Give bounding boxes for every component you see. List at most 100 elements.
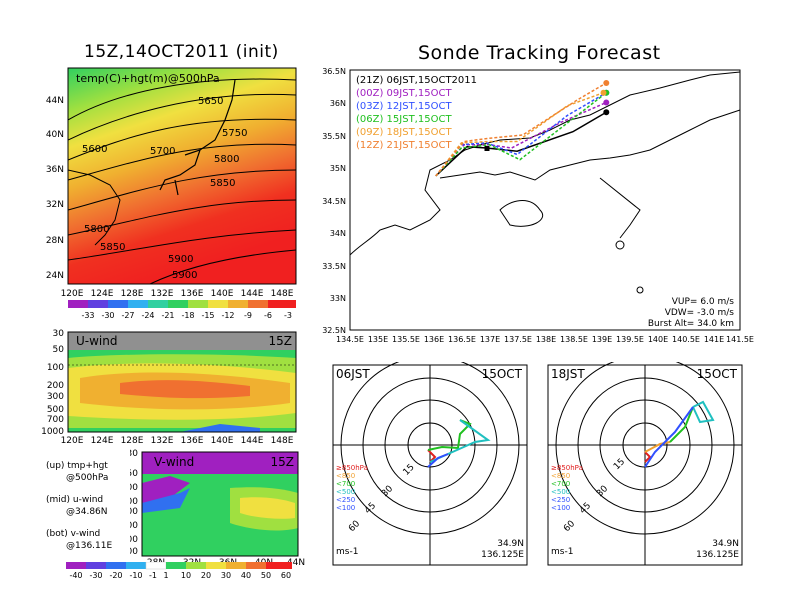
note-level: @34.86N — [66, 507, 108, 517]
hodo-upper — [692, 400, 715, 424]
colorbar-tick: -1 — [149, 571, 157, 580]
hodo-legend: <500 — [551, 488, 570, 496]
colorbar-tick: -12 — [221, 311, 234, 320]
p-tick: 300 — [130, 507, 138, 517]
hodo-lat: 34.9N — [497, 539, 524, 549]
lon-tick: 137.5E — [504, 335, 532, 344]
colorbar-tick: -24 — [141, 311, 154, 320]
lon-tick: 135.5E — [392, 335, 420, 344]
track-legend-item: (00Z) 09JST,15OCT — [356, 88, 452, 99]
colorbar-tick: 60 — [281, 571, 291, 580]
lat-tick: 33N — [330, 294, 346, 303]
note-pos: (bot) — [46, 529, 68, 539]
hodo-mid-low — [644, 441, 671, 453]
lon-tick: 144E — [241, 436, 264, 446]
hodo-date: 15OCT — [482, 367, 523, 381]
lat-tick: 28N — [46, 236, 64, 246]
lon-tick: 136E — [181, 436, 204, 446]
lon-tick: 128E — [121, 436, 144, 446]
burst-text: Burst Alt= 34.0 km — [648, 319, 734, 329]
note-pos: (mid) — [46, 495, 71, 505]
track-legend-item: (09Z) 18JST,15OCT — [356, 127, 452, 138]
hodo-unit: ms-1 — [336, 547, 358, 557]
lon-tick: 138.5E — [560, 335, 588, 344]
p-tick: 200 — [130, 497, 138, 507]
lon-tick: 135E — [368, 335, 388, 344]
lat-tick: 44N — [287, 558, 305, 568]
lon-tick: 148E — [271, 436, 294, 446]
contour-label: 5600 — [82, 144, 107, 155]
lat-tick: 36.5N — [322, 67, 346, 76]
p-tick: 1000 — [130, 547, 138, 557]
track-lines — [435, 80, 610, 177]
p-tick: 500 — [130, 521, 138, 531]
note-var: v-wind — [70, 529, 101, 539]
lat-tick: 32.5N — [322, 326, 346, 335]
colorbar-tick: -9 — [244, 311, 252, 320]
colorbar-tick: 50 — [261, 571, 271, 580]
lon-tick: 148E — [271, 289, 294, 299]
note-var: u-wind — [72, 495, 104, 505]
launch-site-marker — [484, 146, 490, 151]
hodo-lat: 34.9N — [712, 539, 739, 549]
p-tick: 30 — [53, 329, 65, 339]
colorbar-tick: -3 — [284, 311, 292, 320]
lon-tick: 134.5E — [336, 335, 364, 344]
note-var: tmp+hgt — [67, 461, 108, 471]
lat-tick: 33.5N — [322, 262, 346, 271]
colorbar-tick: 20 — [201, 571, 211, 580]
lat-tick: 34N — [330, 229, 346, 238]
lon-tick: 124E — [91, 289, 114, 299]
hodo-mid — [427, 419, 472, 451]
hodo-legend: <500 — [336, 488, 355, 496]
hodo-legend: <700 — [336, 480, 355, 488]
p-tick: 700 — [130, 535, 138, 545]
upper-panel-label: temp(C)+hgt(m)@500hPa — [76, 72, 220, 85]
colorbar-tick: -30 — [89, 571, 102, 580]
hodo-top — [644, 406, 694, 468]
hodo-legend: ≥850hPa — [336, 464, 368, 472]
lon-tick: 120E — [61, 289, 84, 299]
lon-tick: 136E — [181, 289, 204, 299]
hodo-legend: <850 — [336, 472, 355, 480]
colorbar-tick: -20 — [109, 571, 122, 580]
p-tick: 1000 — [41, 427, 64, 437]
p-tick: 50 — [53, 345, 65, 355]
p-tick: 50 — [130, 469, 138, 479]
contour-label: 5850 — [210, 178, 235, 189]
lon-tick: 128E — [121, 289, 144, 299]
hodo-time: 06JST — [336, 367, 370, 381]
burst-point — [603, 99, 610, 106]
height-contour — [68, 78, 296, 121]
lon-tick: 136.5E — [448, 335, 476, 344]
lon-tick: 140E — [648, 335, 668, 344]
lon-tick: 140E — [211, 289, 234, 299]
hodo-legend: <100 — [551, 504, 570, 512]
contour-label: 5900 — [168, 254, 193, 265]
u-wind-label: U-wind — [76, 334, 117, 348]
track-map: 36.5N 36N 35.5N 35N 34.5N 34N 33.5N 33N … — [322, 67, 754, 344]
right-title: Sonde Tracking Forecast — [418, 42, 661, 64]
legend-notes: (up) tmp+hgt @500hPa (mid) u-wind @34.86… — [46, 460, 112, 552]
track-line — [435, 92, 604, 177]
lat-tick: 32N — [46, 200, 64, 210]
note-level: @500hPa — [66, 473, 109, 483]
track-legend-item: (21Z) 06JST,15OCT2011 — [356, 75, 477, 86]
note-level: @136.11E — [66, 541, 113, 551]
lon-tick: 144E — [241, 289, 264, 299]
lat-tick: 36N — [46, 165, 64, 175]
vup-text: VUP= 6.0 m/s — [672, 297, 735, 307]
contour-label: 5850 — [100, 242, 125, 253]
lon-tick: 138E — [536, 335, 556, 344]
colorbar-tick: -6 — [264, 311, 272, 320]
contour-label: 5750 — [222, 128, 247, 139]
colorbar-tick: 30 — [221, 571, 231, 580]
colorbar-tick: -33 — [81, 311, 94, 320]
colorbar-tick: -10 — [129, 571, 142, 580]
lat-tick: 35.5N — [322, 132, 346, 141]
hodo-lon: 136.125E — [696, 550, 739, 560]
p-tick: 200 — [47, 381, 64, 391]
contour-label: 5800 — [214, 154, 239, 165]
lon-tick: 136E — [424, 335, 444, 344]
hodo-mid — [669, 406, 694, 443]
